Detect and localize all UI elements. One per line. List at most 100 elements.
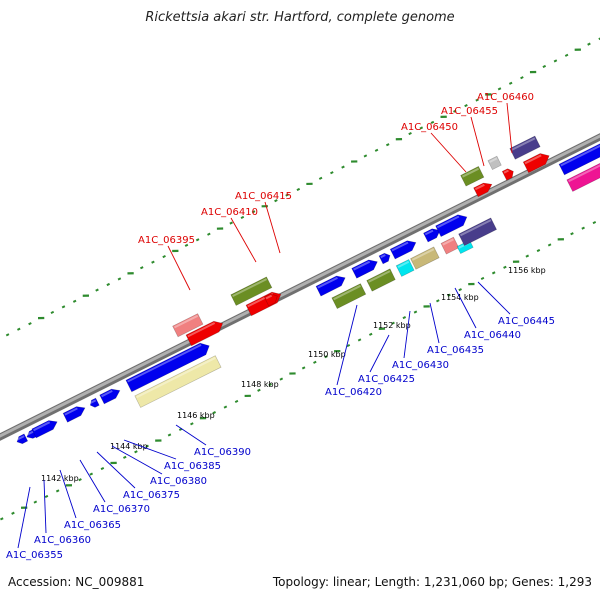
ruler-tick: [570, 232, 574, 236]
ruler-tick: [598, 37, 600, 41]
ruler-tick: [374, 148, 379, 152]
leader-line: [123, 439, 177, 460]
gene-feature: [487, 155, 502, 171]
gene-feature: [230, 276, 273, 306]
ruler-tick: [257, 388, 261, 392]
ruler-tick: [464, 104, 468, 108]
gene-label: A1C_06415: [235, 191, 292, 202]
ruler-tick: [391, 321, 395, 325]
ruler-tick: [251, 210, 256, 214]
ruler-tick: [587, 42, 591, 46]
gene-feature: [62, 406, 86, 423]
gene-feature: [134, 355, 222, 408]
gene-feature: [172, 313, 204, 338]
leader-line: [454, 287, 477, 329]
ruler-tick: [274, 199, 278, 203]
gene-label: A1C_06460: [477, 92, 534, 103]
ruler-tick: [592, 220, 597, 225]
ruler-tick: [503, 265, 507, 269]
gene-label: A1C_06355: [6, 550, 63, 561]
ruler-tick: [50, 310, 55, 315]
gene-label: A1C_06395: [138, 235, 195, 246]
gene-feature: [315, 275, 346, 297]
ruler-tick: [491, 271, 496, 275]
ruler-tick-label: 1144 kbp: [110, 442, 148, 451]
ruler-tick: [167, 433, 172, 437]
ruler-tick: [16, 327, 21, 331]
leader-line: [403, 310, 411, 359]
leader-line: [264, 201, 281, 254]
ruler-tick: [207, 232, 211, 236]
feature-layer: [16, 135, 600, 445]
ruler-tick: [497, 87, 502, 91]
gene-feature: [410, 246, 440, 270]
ruler-tick: [223, 405, 228, 409]
ruler-tick: [212, 411, 217, 415]
ruler-tick-label: 1156 kbp: [508, 266, 546, 275]
ruler-tick: [151, 260, 155, 264]
ruler-tick: [229, 221, 233, 225]
leader-line: [111, 445, 163, 475]
ruler-tick: [447, 293, 451, 297]
gene-feature: [185, 320, 224, 347]
ruler-tick-label: 1150 kbp: [308, 350, 346, 359]
ruler-tick: [11, 511, 15, 515]
ruler-tick: [184, 243, 189, 247]
ruler-tick: [385, 143, 390, 147]
gene-label: A1C_06430: [392, 360, 449, 371]
ruler-tick: [95, 288, 99, 292]
ruler-tick: [279, 377, 284, 381]
gene-feature: [125, 342, 210, 393]
gene-feature: [558, 143, 600, 176]
ruler-tick-label: 1148 kbp: [241, 380, 279, 389]
ruler-tick: [72, 299, 77, 303]
leader-line: [17, 486, 31, 549]
gene-feature: [423, 228, 441, 243]
backbone-layer: [0, 133, 600, 441]
leader-line: [429, 302, 440, 344]
ruler-tick: [285, 193, 289, 197]
ruler-tick: [413, 310, 418, 314]
ruler-tick: [301, 366, 306, 370]
ruler-tick: [234, 399, 239, 404]
ruler-tick: [44, 494, 49, 499]
gene-feature: [89, 397, 100, 408]
gene-feature: [522, 153, 550, 174]
gene-label: A1C_06435: [427, 345, 484, 356]
gene-label: A1C_06380: [150, 476, 207, 487]
ruler-tick: [33, 500, 38, 504]
gene-feature: [331, 283, 367, 310]
leader-line: [430, 132, 467, 173]
ruler-tick: [542, 64, 547, 69]
ruler-tick: [581, 226, 585, 230]
ruler-tick: [547, 243, 552, 247]
ruler-tick: [117, 277, 122, 281]
ruler-tick: [78, 478, 82, 482]
ruler-tick: [139, 266, 144, 270]
gene-feature: [31, 420, 58, 439]
leader-line: [230, 217, 257, 263]
ruler-tick: [436, 299, 440, 303]
ruler-tick: [195, 238, 200, 242]
accession-text: Accession: NC_009881: [8, 575, 145, 589]
ruler-tick: [525, 254, 530, 258]
ruler-tick: [480, 276, 485, 281]
leader-layer: [17, 102, 513, 549]
gene-feature: [460, 165, 485, 187]
leader-line: [175, 424, 207, 446]
ruler-tick-label: 1152 kbp: [373, 321, 411, 330]
ruler-tick: [145, 444, 149, 448]
ruler-tick: [134, 450, 138, 454]
leader-line: [369, 334, 390, 373]
ruler-tick: [419, 126, 424, 130]
gene-feature: [501, 168, 514, 181]
leader-line: [167, 245, 191, 291]
gene-feature: [395, 259, 415, 277]
ruler-tick-label: 1142 kbp: [41, 474, 79, 483]
ruler-tick: [453, 109, 457, 113]
gene-label: A1C_06420: [325, 387, 382, 398]
gene-label: A1C_06390: [194, 447, 251, 458]
ruler-tick: [402, 316, 407, 320]
ruler-tick: [536, 248, 541, 253]
leader-line: [506, 102, 513, 154]
